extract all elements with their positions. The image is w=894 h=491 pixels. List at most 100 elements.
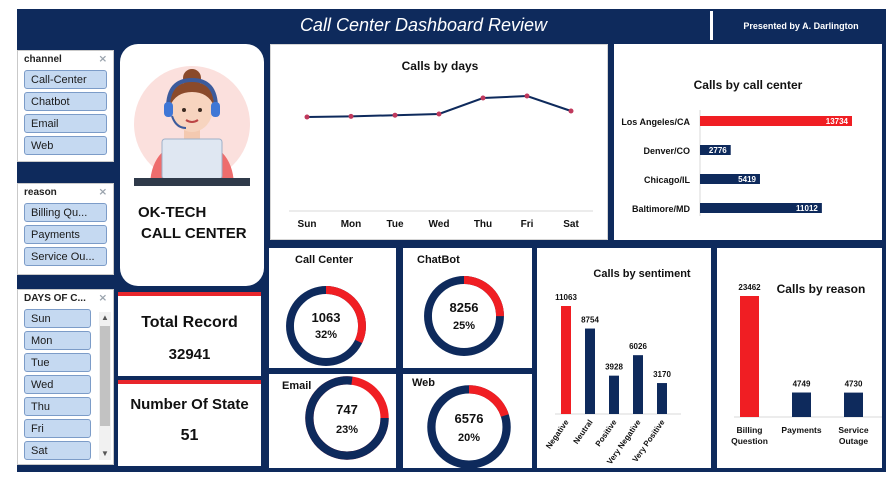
headset-right-icon <box>211 102 220 117</box>
slicer-item-email[interactable]: Email <box>24 114 107 133</box>
data-point-wed <box>436 111 442 117</box>
donut-chatbot-chart <box>424 276 504 356</box>
chart-title: Calls by call center <box>694 78 803 92</box>
bar-negative <box>561 306 571 414</box>
donut-title: Call Center <box>295 254 354 266</box>
days-slicer-scrollbar[interactable]: ▲ ▼ <box>99 312 111 460</box>
bar-los-angeles-ca <box>700 116 852 126</box>
data-label: 23462 <box>738 283 761 292</box>
donut-percent: 23% <box>335 424 359 436</box>
x-tick-label: Tue <box>386 219 403 230</box>
donut-percent: 25% <box>452 320 476 332</box>
slicer-item-wed[interactable]: Wed <box>24 375 91 394</box>
donut-ring-share <box>305 376 389 460</box>
data-label: 11063 <box>555 293 577 302</box>
days-slicer-header: DAYS OF C... ⨯ <box>18 290 113 306</box>
bar-denver-co <box>700 145 731 155</box>
number-of-state-value: 51 <box>180 427 199 444</box>
donut-percent: 32% <box>314 329 338 341</box>
channel-slicer-title: channel <box>24 53 62 65</box>
donut-title: ChatBot <box>417 254 460 266</box>
agent-hair <box>170 82 214 106</box>
days-slicer-title: DAYS OF C... <box>24 292 86 304</box>
data-label: 4730 <box>845 380 863 389</box>
scroll-down-icon[interactable]: ▼ <box>101 449 109 458</box>
chart-title: Calls by reason <box>777 282 866 296</box>
donut-call-center-card: Call Center 1063 32% <box>269 248 396 368</box>
x-tick-label: Thu <box>474 219 492 230</box>
calls-by-days-card: Calls by days Sun Mon Tue Wed Thu Fri Sat <box>270 44 608 240</box>
data-label: 3170 <box>653 370 671 379</box>
slicer-item-sat[interactable]: Sat <box>24 441 91 460</box>
x-tick-label: Negative <box>544 418 571 451</box>
donut-title: Web <box>412 377 436 389</box>
slicer-item-billing[interactable]: Billing Qu... <box>24 203 107 222</box>
calls-by-reason-card: Calls by reason 23462 Billing Question 4749… <box>717 248 894 468</box>
scroll-thumb[interactable] <box>100 326 110 426</box>
brand-line-1: OK-TECH <box>138 204 207 221</box>
donut-call-center-chart <box>286 286 366 366</box>
clear-filter-icon[interactable]: ⨯ <box>98 53 107 65</box>
slicer-item-mon[interactable]: Mon <box>24 331 91 350</box>
data-label: 8754 <box>581 316 599 325</box>
total-record-value: 32941 <box>168 346 211 363</box>
accent-bar <box>118 292 261 296</box>
days-slicer: DAYS OF C... ⨯ Sun Mon Tue Wed Thu Fri S… <box>17 289 114 465</box>
slicer-item-service[interactable]: Service Ou... <box>24 247 107 266</box>
donut-value: 747 <box>336 402 358 417</box>
bar-billing-question <box>740 296 759 417</box>
data-point-tue <box>392 112 398 118</box>
donut-value: 8256 <box>449 300 479 315</box>
reason-slicer-title: reason <box>24 186 57 198</box>
slicer-item-payments[interactable]: Payments <box>24 225 107 244</box>
donut-email-chart <box>305 376 389 460</box>
chart-title: Calls by sentiment <box>593 268 691 280</box>
reason-slicer-header: reason ⨯ <box>18 184 113 200</box>
donut-chatbot-card: ChatBot 8256 25% <box>403 248 532 368</box>
x-tick-label: Payments <box>781 425 821 435</box>
x-tick-label: Positive <box>594 418 619 449</box>
slicer-item-thu[interactable]: Thu <box>24 397 91 416</box>
slicer-item-chatbot[interactable]: Chatbot <box>24 92 107 111</box>
slicer-item-fri[interactable]: Fri <box>24 419 91 438</box>
clear-filter-icon[interactable]: ⨯ <box>98 186 107 198</box>
slicer-item-web[interactable]: Web <box>24 136 107 155</box>
bar-positive <box>609 375 619 414</box>
presenter-label: Presented by A. Darlington <box>743 20 859 31</box>
bar-neutral <box>585 328 595 414</box>
x-tick-label: Wed <box>429 219 450 230</box>
x-tick-label: Neutral <box>571 418 594 446</box>
desk <box>134 178 250 186</box>
scroll-up-icon[interactable]: ▲ <box>101 313 109 322</box>
donut-value: 1063 <box>311 310 341 325</box>
x-tick-label: Mon <box>341 219 362 230</box>
clear-filter-icon[interactable]: ⨯ <box>98 292 107 304</box>
slicer-item-sun[interactable]: Sun <box>24 309 91 328</box>
donut-percent: 20% <box>457 432 481 444</box>
donut-title: Email <box>282 380 312 392</box>
data-label: 6026 <box>629 342 647 351</box>
donut-email-card: Email 747 23% <box>269 374 396 468</box>
number-of-state-card: Number Of State 51 <box>118 380 261 466</box>
data-label: 2776 <box>709 146 727 155</box>
headset-left-icon <box>164 102 173 117</box>
bar-payments <box>792 392 811 417</box>
slicer-item-tue[interactable]: Tue <box>24 353 91 372</box>
bar-very-negative <box>633 355 643 414</box>
bar-baltimore-md <box>700 203 822 213</box>
agent-illustration <box>134 66 250 186</box>
slicer-item-call-center[interactable]: Call-Center <box>24 70 107 89</box>
dashboard-title: Call Center Dashboard Review <box>299 15 548 35</box>
calls-by-days-chart: Calls by days Sun Mon Tue Wed Thu Fri Sat <box>289 59 593 230</box>
bar-service-outage <box>844 392 863 417</box>
channel-slicer: channel ⨯ Call-Center Chatbot Email Web <box>17 50 114 162</box>
data-point-mon <box>348 113 354 119</box>
bar-chicago-il <box>700 174 760 184</box>
number-of-state-label: Number Of State <box>130 396 249 413</box>
donut-value: 6576 <box>454 411 484 426</box>
x-tick-label: Sun <box>298 219 317 230</box>
data-point-sun <box>304 114 310 120</box>
data-label: 13734 <box>826 117 849 126</box>
data-label: 3928 <box>605 363 623 372</box>
data-label: 4749 <box>793 380 811 389</box>
